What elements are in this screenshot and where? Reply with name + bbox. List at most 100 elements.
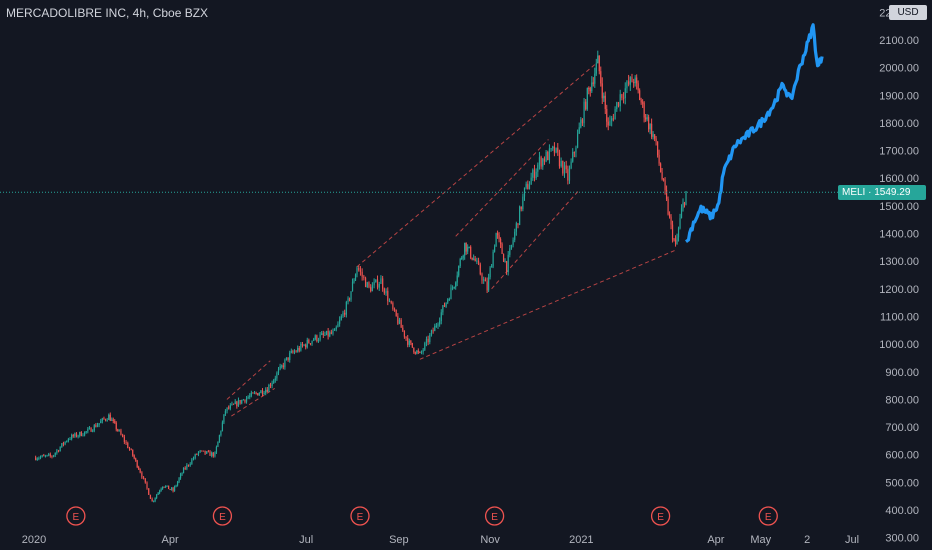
candle-body: [167, 485, 170, 490]
earnings-marker[interactable]: E: [212, 506, 233, 526]
y-tick-label: 800.00: [885, 394, 919, 406]
candle-body: [103, 418, 105, 420]
candle-body: [350, 291, 352, 300]
candle-body: [311, 340, 313, 344]
candle-body: [664, 180, 666, 190]
candle-body: [62, 443, 65, 445]
candle-body: [548, 148, 551, 161]
candle-body: [614, 109, 616, 120]
earnings-label: E: [765, 512, 772, 523]
candle-body: [456, 275, 458, 283]
candle-body: [411, 342, 413, 348]
candle-body: [515, 223, 517, 232]
candle-body: [540, 157, 542, 167]
price-separator: ·: [868, 186, 875, 198]
candle-body: [435, 325, 437, 327]
candle-body: [525, 183, 527, 188]
candle-body: [419, 351, 421, 353]
earnings-circle: [650, 506, 671, 526]
candle-body: [573, 152, 575, 154]
candle-body: [56, 450, 58, 453]
candle-body: [588, 88, 590, 90]
candle-body: [125, 441, 127, 443]
candle-body: [455, 282, 457, 287]
candle-body: [250, 392, 252, 396]
earnings-label: E: [657, 512, 664, 523]
candle-body: [637, 83, 639, 91]
candle-body: [537, 164, 539, 172]
candle-body: [138, 467, 140, 470]
candle-body: [191, 459, 193, 464]
y-tick-label: 400.00: [885, 505, 919, 517]
candle-body: [324, 334, 326, 336]
candle-body: [594, 73, 596, 84]
candle-body: [405, 336, 407, 339]
candle-body: [127, 442, 129, 449]
candle-body: [617, 102, 620, 107]
candle-body: [651, 123, 653, 137]
trendline: [226, 360, 271, 400]
candle-body: [370, 287, 372, 292]
forecast-line: [685, 23, 824, 243]
y-tick-label: 900.00: [885, 367, 919, 379]
candle-body: [80, 432, 82, 436]
currency-button[interactable]: USD: [889, 5, 927, 20]
candle-body: [43, 455, 45, 457]
earnings-marker[interactable]: E: [66, 506, 86, 526]
candle-body: [351, 281, 354, 292]
candle-body: [609, 120, 611, 126]
candle-body: [464, 242, 466, 256]
candle-body: [265, 389, 267, 394]
candle-body: [410, 340, 412, 343]
candle-body: [284, 359, 286, 368]
candle-body: [622, 97, 625, 99]
earnings-marker[interactable]: E: [484, 506, 505, 526]
candle-body: [567, 169, 569, 181]
candle-body: [57, 450, 60, 452]
candle-body: [603, 95, 605, 99]
candle-body: [242, 399, 244, 401]
candle-body: [282, 365, 284, 368]
candle-body: [519, 206, 521, 226]
earnings-marker[interactable]: E: [650, 506, 671, 526]
candle-body: [106, 419, 108, 421]
candle-body: [90, 427, 92, 432]
candle-body: [48, 454, 50, 456]
candle-body: [424, 343, 426, 350]
candle-body: [301, 343, 304, 346]
candle-body: [236, 401, 238, 407]
y-tick-label: 1600.00: [879, 173, 919, 185]
candle-body: [162, 486, 164, 489]
candle-body: [430, 330, 433, 335]
candle-body: [269, 385, 272, 387]
candle-body: [447, 299, 449, 303]
candle-body: [489, 267, 491, 278]
forecast-series: [685, 23, 824, 243]
candle-body: [111, 419, 113, 421]
candle-body: [451, 287, 454, 289]
candle-body: [316, 335, 318, 341]
candle-body: [96, 424, 99, 427]
candle-body: [631, 77, 633, 83]
candle-body: [271, 383, 273, 386]
candle-body: [499, 238, 502, 245]
candle-body: [88, 427, 91, 430]
candle-body: [211, 452, 213, 456]
candle-body: [75, 433, 78, 437]
candle-body: [252, 392, 254, 394]
earnings-marker[interactable]: E: [350, 506, 370, 526]
candle-body: [136, 460, 138, 468]
candle-body: [306, 339, 308, 348]
candle-body: [371, 285, 373, 292]
candle-body: [229, 405, 231, 409]
candle-body: [164, 486, 167, 488]
candle-body: [115, 422, 117, 430]
candle-body: [368, 282, 370, 288]
candle-body: [586, 88, 588, 110]
candle-body: [481, 274, 483, 281]
candle-body: [170, 488, 173, 490]
earnings-marker[interactable]: E: [758, 506, 778, 526]
candle-body: [636, 77, 638, 84]
